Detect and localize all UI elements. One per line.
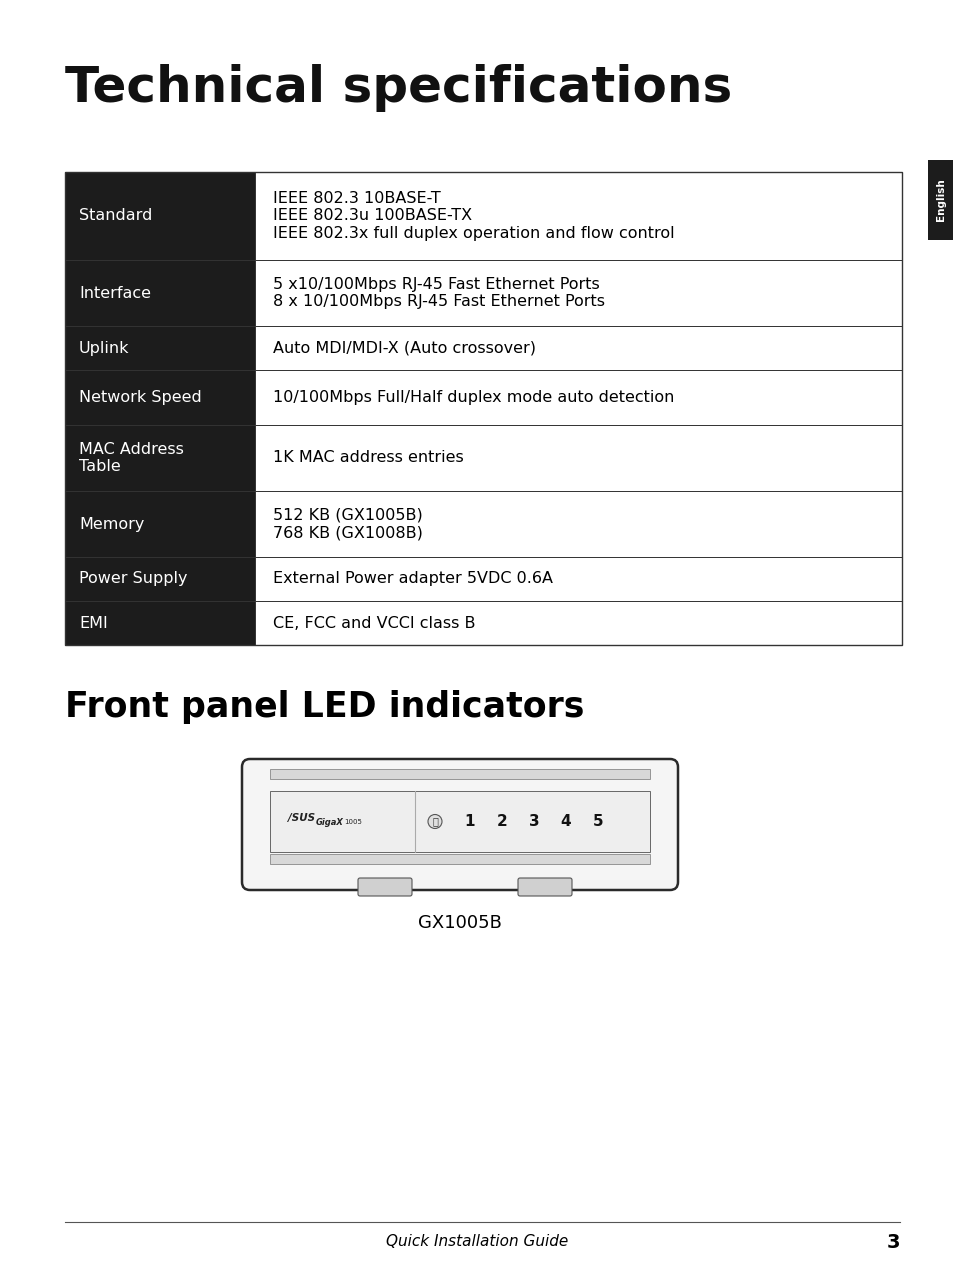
Text: External Power adapter 5VDC 0.6A: External Power adapter 5VDC 0.6A xyxy=(273,571,553,586)
Text: Quick Installation Guide: Quick Installation Guide xyxy=(385,1235,568,1249)
Text: IEEE 802.3 10BASE-T
IEEE 802.3u 100BASE-TX
IEEE 802.3x full duplex operation and: IEEE 802.3 10BASE-T IEEE 802.3u 100BASE-… xyxy=(273,191,674,240)
Bar xyxy=(65,172,901,645)
Bar xyxy=(254,491,901,557)
Text: 2: 2 xyxy=(497,814,507,829)
Bar xyxy=(254,425,901,491)
Bar xyxy=(927,160,953,240)
Text: 5 x10/100Mbps RJ-45 Fast Ethernet Ports
8 x 10/100Mbps RJ-45 Fast Ethernet Ports: 5 x10/100Mbps RJ-45 Fast Ethernet Ports … xyxy=(273,277,604,309)
FancyBboxPatch shape xyxy=(517,878,572,895)
Text: 1005: 1005 xyxy=(344,819,361,826)
Text: GigaX: GigaX xyxy=(315,818,343,827)
Bar xyxy=(254,326,901,370)
Text: 3: 3 xyxy=(885,1233,899,1252)
FancyBboxPatch shape xyxy=(357,878,412,895)
Bar xyxy=(65,370,254,425)
Bar xyxy=(254,259,901,326)
Text: 10/100Mbps Full/Half duplex mode auto detection: 10/100Mbps Full/Half duplex mode auto de… xyxy=(273,391,674,404)
Text: MAC Address
Table: MAC Address Table xyxy=(79,441,184,474)
Bar xyxy=(270,770,649,778)
Text: Front panel LED indicators: Front panel LED indicators xyxy=(65,689,584,724)
Text: 4: 4 xyxy=(560,814,571,829)
Text: Auto MDI/MDI-X (Auto crossover): Auto MDI/MDI-X (Auto crossover) xyxy=(273,341,536,355)
Bar xyxy=(254,370,901,425)
Text: English: English xyxy=(935,178,945,221)
Text: 5: 5 xyxy=(592,814,602,829)
Circle shape xyxy=(428,814,441,828)
Bar xyxy=(65,259,254,326)
Bar xyxy=(65,326,254,370)
Text: Interface: Interface xyxy=(79,285,151,300)
Bar xyxy=(65,600,254,645)
Bar xyxy=(254,172,901,259)
Text: /SUS: /SUS xyxy=(288,814,314,823)
Bar xyxy=(270,791,649,852)
Text: Standard: Standard xyxy=(79,209,152,224)
Text: CE, FCC and VCCI class B: CE, FCC and VCCI class B xyxy=(273,616,475,631)
Text: EMI: EMI xyxy=(79,616,108,631)
Text: Power Supply: Power Supply xyxy=(79,571,188,586)
Text: Network Speed: Network Speed xyxy=(79,391,201,404)
Text: 1K MAC address entries: 1K MAC address entries xyxy=(273,450,463,466)
Bar xyxy=(65,557,254,600)
Text: 512 KB (GX1005B)
768 KB (GX1008B): 512 KB (GX1005B) 768 KB (GX1008B) xyxy=(273,508,422,541)
Bar xyxy=(65,172,254,259)
Text: Technical specifications: Technical specifications xyxy=(65,64,732,112)
Bar xyxy=(270,854,649,864)
FancyBboxPatch shape xyxy=(242,759,678,890)
Bar xyxy=(254,600,901,645)
Bar xyxy=(65,425,254,491)
Text: 3: 3 xyxy=(528,814,538,829)
Text: ⏻: ⏻ xyxy=(432,817,437,827)
Text: 1: 1 xyxy=(464,814,475,829)
Text: GX1005B: GX1005B xyxy=(417,915,501,932)
Text: Memory: Memory xyxy=(79,516,144,532)
Bar xyxy=(65,491,254,557)
Text: Uplink: Uplink xyxy=(79,341,130,355)
Bar xyxy=(254,557,901,600)
